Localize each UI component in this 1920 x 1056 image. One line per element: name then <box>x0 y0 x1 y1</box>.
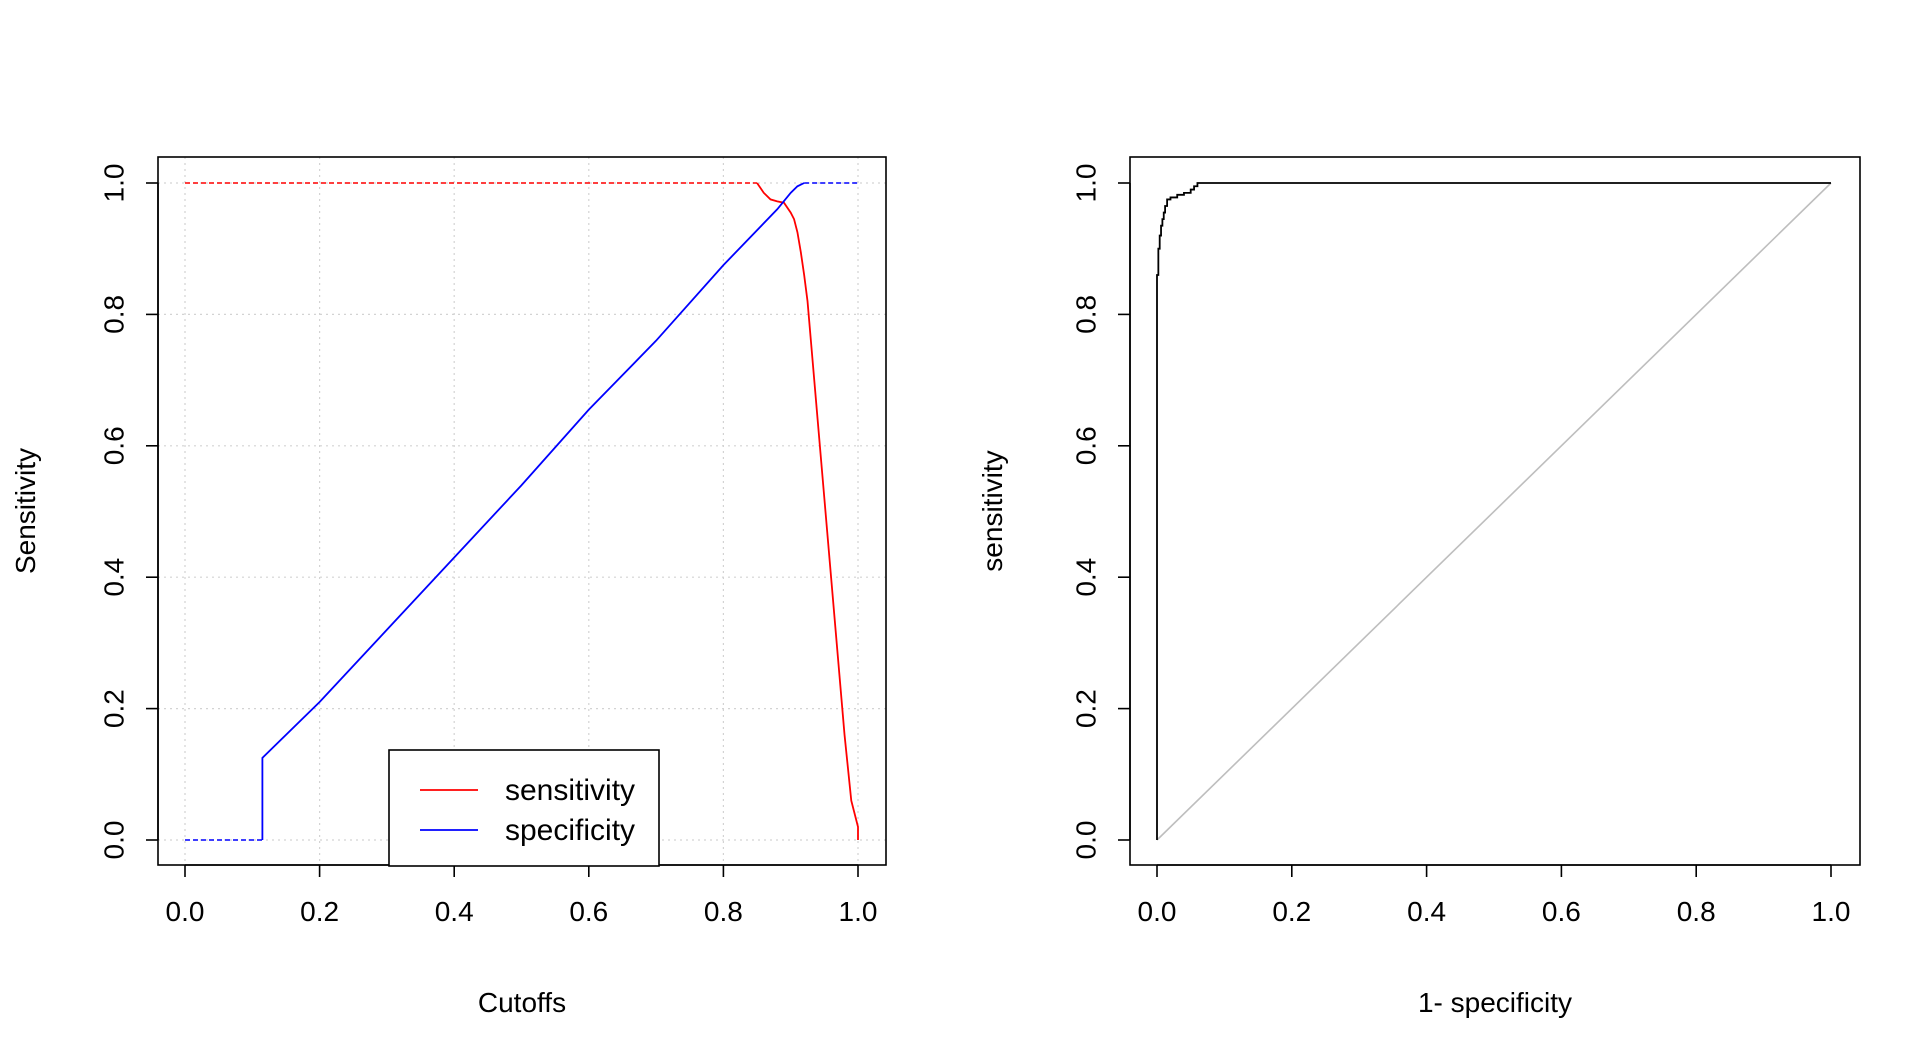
sensitivity-line <box>756 182 859 840</box>
right-y-tick-label: 0.0 <box>1071 821 1102 860</box>
right-y-axis: 0.0 0.2 0.4 0.6 0.8 1.0 <box>1071 164 1131 860</box>
right-reference-diagonal <box>1156 182 1832 841</box>
legend-box <box>388 749 660 867</box>
right-chart: 0.0 0.2 0.4 0.6 0.8 1.0 0.0 0.2 0.4 0.6 0.8 1.0 1-… <box>977 156 1861 1018</box>
left-chart: 0.0 0.2 0.4 0.6 0.8 1.0 0.0 0.2 0.4 0.6 0.8 1.0 Cu… <box>10 156 887 1018</box>
left-y-tick-label: 0.6 <box>99 426 130 465</box>
roc-curve-line <box>1156 182 1831 840</box>
left-x-tick-label: 0.6 <box>569 896 608 927</box>
right-y-tick-label: 0.2 <box>1071 689 1102 728</box>
right-x-axis: 0.0 0.2 0.4 0.6 0.8 1.0 <box>1138 864 1851 927</box>
right-x-tick-label: 0.8 <box>1677 896 1716 927</box>
left-series-layer <box>185 182 859 841</box>
left-y-tick-label: 1.0 <box>99 164 130 203</box>
left-y-tick-label: 0.0 <box>99 821 130 860</box>
left-x-tick-label: 0.0 <box>166 896 205 927</box>
right-x-axis-title: 1- specificity <box>1418 987 1572 1018</box>
left-y-axis: 0.0 0.2 0.4 0.6 0.8 1.0 <box>99 164 159 860</box>
left-y-tick-label: 0.4 <box>99 558 130 597</box>
left-legend: sensitivity specificity <box>388 749 660 867</box>
left-x-axis-title: Cutoffs <box>478 987 566 1018</box>
legend-specificity-label: specificity <box>505 814 635 847</box>
left-y-axis-title: Sensitivity <box>10 448 41 574</box>
right-y-tick-label: 0.6 <box>1071 426 1102 465</box>
right-x-tick-label: 0.0 <box>1138 896 1177 927</box>
right-x-tick-label: 0.6 <box>1542 896 1581 927</box>
right-x-tick-label: 1.0 <box>1812 896 1851 927</box>
left-x-tick-label: 0.4 <box>435 896 474 927</box>
right-x-tick-label: 0.2 <box>1272 896 1311 927</box>
left-y-tick-label: 0.8 <box>99 295 130 334</box>
right-y-tick-label: 1.0 <box>1071 164 1102 203</box>
left-x-tick-label: 0.2 <box>300 896 339 927</box>
left-grid <box>158 157 886 865</box>
left-x-tick-label: 1.0 <box>839 896 878 927</box>
right-x-tick-label: 0.4 <box>1407 896 1446 927</box>
left-x-axis: 0.0 0.2 0.4 0.6 0.8 1.0 <box>166 864 878 927</box>
left-x-tick-label: 0.8 <box>704 896 743 927</box>
reference-diagonal-line <box>1156 182 1832 841</box>
right-y-tick-label: 0.4 <box>1071 558 1102 597</box>
legend-sensitivity-label: sensitivity <box>505 774 635 807</box>
left-y-tick-label: 0.2 <box>99 689 130 728</box>
right-series-layer <box>1156 182 1831 840</box>
specificity-line <box>261 182 805 840</box>
right-y-axis-title: sensitivity <box>977 450 1008 571</box>
right-y-tick-label: 0.8 <box>1071 295 1102 334</box>
